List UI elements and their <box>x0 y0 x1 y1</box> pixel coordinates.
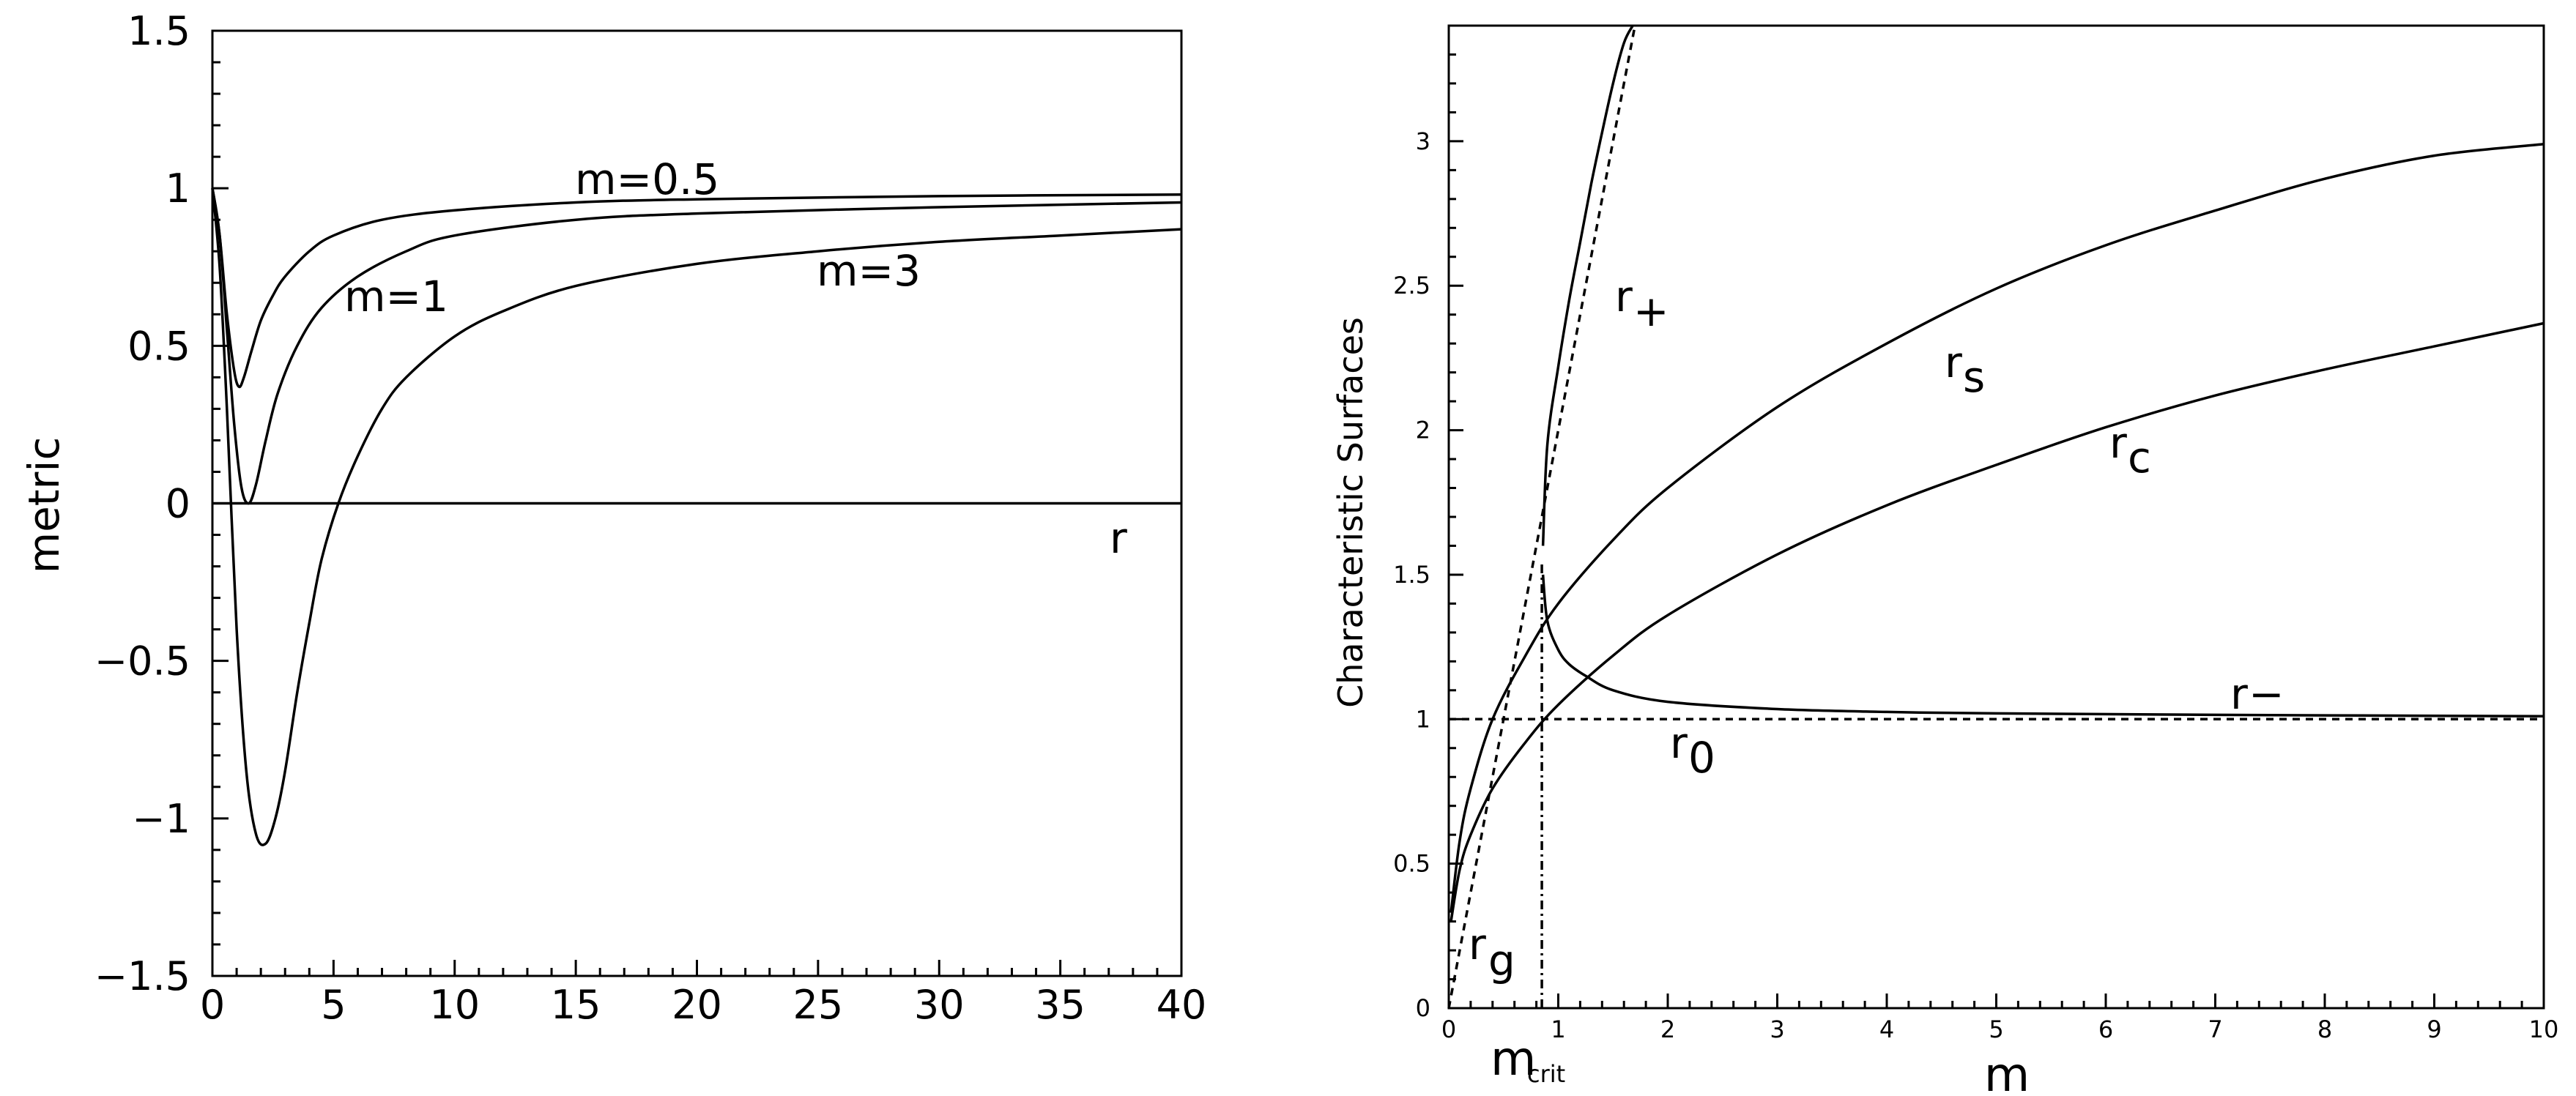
label-r-0: r 0 <box>1670 718 1715 783</box>
m-crit-main: m <box>1491 1032 1536 1086</box>
right-x-tick-label: 9 <box>2427 1015 2441 1043</box>
left-x-tick-label: 40 <box>1157 982 1207 1028</box>
left-series-line-2 <box>211 188 1182 846</box>
label-r-plus: r + <box>1615 272 1669 336</box>
left-y-tick-labels: 1.5 1 0.5 0 −0.5 −1 −1.5 <box>94 8 190 999</box>
right-x-tick-label: 4 <box>1879 1015 1894 1043</box>
r-minus-sub: − <box>2249 669 2284 719</box>
left-ticks <box>211 29 1183 977</box>
r-0-main: r <box>1670 718 1688 768</box>
left-panel: 0 5 10 15 20 25 30 35 40 1.5 1 0.5 0 −0.5 −1 −1.5 metr… <box>19 8 1206 1028</box>
right-x-tick-label: 5 <box>1989 1015 2003 1043</box>
left-y-tick-label: 0 <box>166 481 190 527</box>
r-g-main: r <box>1469 920 1486 969</box>
right-series-line-3 <box>1450 321 2545 922</box>
left-y-tick-label: −1 <box>132 796 190 842</box>
right-series-line-4 <box>1447 25 1636 1009</box>
left-x-tick-label: 15 <box>551 982 601 1028</box>
left-x-tick-labels: 0 5 10 15 20 25 30 35 40 <box>200 982 1207 1028</box>
right-x-tick-label: 10 <box>2529 1015 2559 1043</box>
m-crit-subscript: crit <box>1527 1060 1565 1088</box>
label-m-1: m=1 <box>344 272 448 321</box>
right-y-tick-labels: 0 0.5 1 1.5 2 2.5 3 <box>1393 127 1430 1022</box>
right-y-axis-title: Characteristic Surfaces <box>1331 317 1370 708</box>
right-y-tick-label: 0.5 <box>1393 850 1430 878</box>
right-x-tick-label: 6 <box>2098 1015 2113 1043</box>
r-0-sub: 0 <box>1688 733 1715 783</box>
right-y-tick-label: 3 <box>1416 127 1430 155</box>
left-x-tick-label: 25 <box>793 982 844 1028</box>
right-series-line-0 <box>1541 25 1634 546</box>
r-g-sub: g <box>1488 936 1515 985</box>
right-x-tick-label: 2 <box>1660 1015 1675 1043</box>
left-series-line-0 <box>211 187 1182 389</box>
right-series-line-2 <box>1450 143 2545 913</box>
left-y-tick-label: 1.5 <box>127 8 190 54</box>
left-y-axis-title: metric <box>19 437 69 574</box>
right-y-tick-label: 0 <box>1416 994 1430 1022</box>
label-m-0.5: m=0.5 <box>575 154 719 204</box>
m-crit-label: m crit <box>1491 1032 1565 1088</box>
r-s-sub: s <box>1963 352 1985 402</box>
right-panel: 0 1 2 3 4 5 6 7 8 9 10 0 0.5 1 1.5 2 2.5 3 Characteristi… <box>1331 24 2559 1096</box>
right-plot-frame <box>1447 24 2545 1010</box>
r-minus-main: r <box>2230 669 2248 719</box>
label-r-c: r c <box>2109 418 2151 482</box>
right-x-tick-label: 1 <box>1551 1015 1565 1043</box>
left-x-tick-label: 5 <box>321 982 346 1028</box>
right-x-tick-label: 8 <box>2317 1015 2332 1043</box>
right-y-tick-label: 2 <box>1416 417 1430 444</box>
label-r-g: r g <box>1469 920 1515 985</box>
label-m-3: m=3 <box>817 246 921 296</box>
right-x-tick-label: 0 <box>1441 1015 1456 1043</box>
left-series <box>211 187 1182 846</box>
left-y-tick-label: −1.5 <box>94 953 190 999</box>
left-x-tick-label: 20 <box>672 982 722 1028</box>
label-r-minus: r − <box>2230 669 2284 719</box>
r-plus-sub: + <box>1633 286 1669 336</box>
left-x-tick-label: 30 <box>914 982 965 1028</box>
right-ticks <box>1447 24 2545 1010</box>
right-y-tick-label: 2.5 <box>1393 272 1430 299</box>
r-s-main: r <box>1945 338 1962 387</box>
left-x-tick-label: 0 <box>200 982 225 1028</box>
right-x-tick-label: 7 <box>2208 1015 2222 1043</box>
right-y-tick-label: 1 <box>1416 705 1430 733</box>
label-r-s: r s <box>1945 338 1985 402</box>
right-series-line-1 <box>1541 574 2545 718</box>
r-c-main: r <box>2109 418 2127 468</box>
left-axis-annotation-r: r <box>1110 513 1127 563</box>
left-series-line-1 <box>211 187 1182 505</box>
right-x-axis-title: m <box>1984 1048 2030 1096</box>
left-y-tick-label: −0.5 <box>94 638 190 685</box>
right-series <box>1447 25 2545 1009</box>
left-x-tick-label: 35 <box>1035 982 1085 1028</box>
left-y-tick-label: 1 <box>166 165 190 212</box>
right-y-tick-label: 1.5 <box>1393 561 1430 589</box>
r-plus-main: r <box>1615 272 1633 321</box>
r-c-sub: c <box>2128 433 2151 482</box>
left-y-tick-label: 0.5 <box>127 323 190 369</box>
left-x-tick-label: 10 <box>429 982 480 1028</box>
right-x-tick-labels: 0 1 2 3 4 5 6 7 8 9 10 <box>1441 1015 2559 1043</box>
right-x-tick-label: 3 <box>1770 1015 1784 1043</box>
